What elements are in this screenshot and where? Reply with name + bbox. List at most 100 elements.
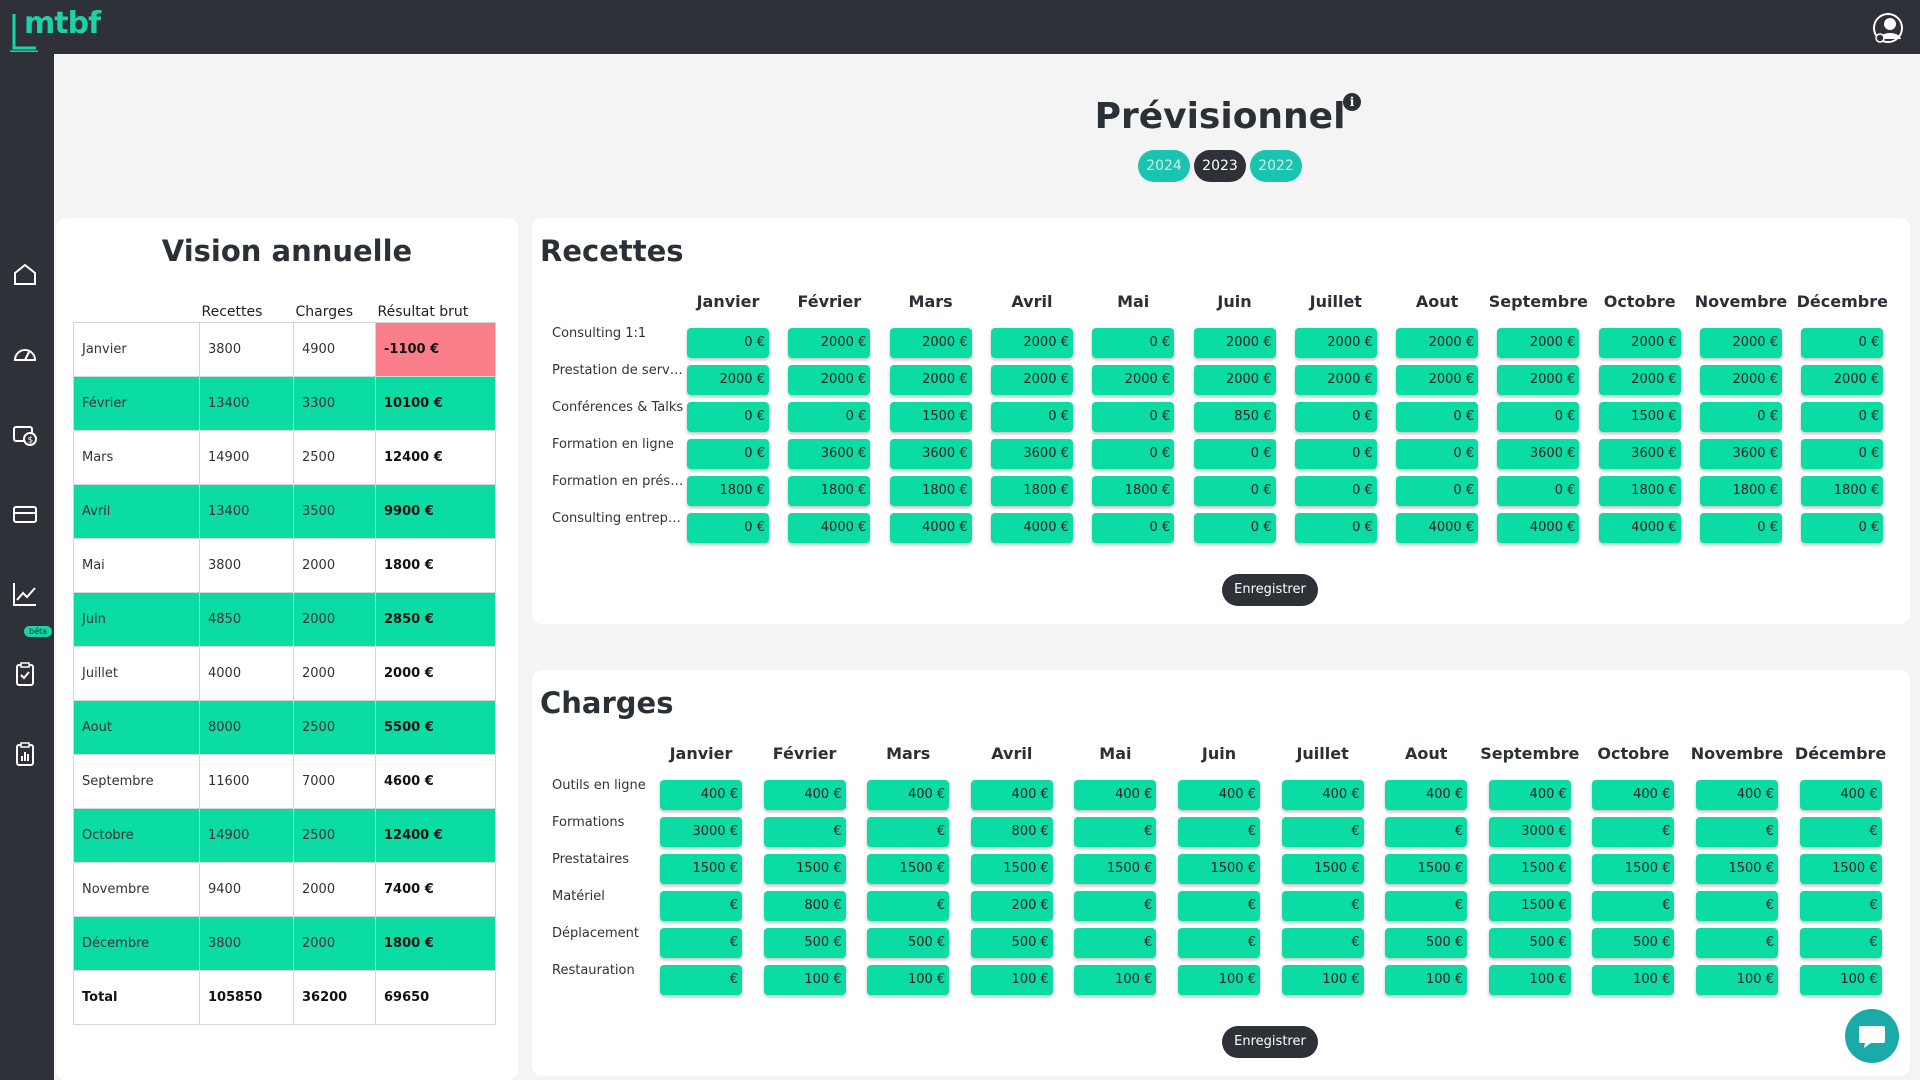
amount-input[interactable]: 3600 €	[788, 439, 871, 469]
amount-input[interactable]: 100 €	[1385, 965, 1468, 995]
amount-input[interactable]: 0 €	[687, 402, 769, 432]
amount-input[interactable]: 0 €	[1801, 402, 1884, 432]
year-tab-2022[interactable]: 2022	[1250, 150, 1302, 182]
amount-input[interactable]: 0 €	[1497, 476, 1580, 506]
amount-input[interactable]: 500 €	[970, 928, 1053, 958]
amount-input[interactable]: €	[1592, 891, 1675, 921]
amount-input[interactable]: 1500 €	[660, 854, 742, 884]
amount-input[interactable]: 2000 €	[1598, 328, 1681, 358]
amount-input[interactable]: 0 €	[687, 513, 769, 543]
amount-input[interactable]: 200 €	[970, 891, 1053, 921]
amount-input[interactable]: 2000 €	[788, 328, 871, 358]
amount-input[interactable]: 1500 €	[867, 854, 950, 884]
amount-input[interactable]: €	[1178, 928, 1260, 958]
amount-input[interactable]: 4000 €	[889, 513, 972, 543]
amount-input[interactable]: 100 €	[1592, 965, 1675, 995]
amount-input[interactable]: 1800 €	[687, 476, 769, 506]
amount-input[interactable]: 100 €	[1178, 965, 1260, 995]
amount-input[interactable]: 400 €	[1281, 780, 1364, 810]
amount-input[interactable]: €	[1799, 928, 1882, 958]
amount-input[interactable]: 2000 €	[1092, 365, 1175, 395]
amount-input[interactable]: 0 €	[990, 402, 1073, 432]
amount-input[interactable]: 2000 €	[990, 328, 1073, 358]
amount-input[interactable]: 1500 €	[1074, 854, 1157, 884]
amount-input[interactable]: 1500 €	[1592, 854, 1675, 884]
amount-input[interactable]: €	[660, 891, 742, 921]
amount-input[interactable]: 2000 €	[687, 365, 769, 395]
amount-input[interactable]: 0 €	[1092, 328, 1175, 358]
amount-input[interactable]: 100 €	[1799, 965, 1882, 995]
amount-input[interactable]: 1500 €	[1488, 891, 1571, 921]
amount-input[interactable]: 0 €	[1700, 513, 1782, 543]
amount-input[interactable]: 400 €	[660, 780, 742, 810]
amount-input[interactable]: 2000 €	[1294, 365, 1377, 395]
dashboard-icon[interactable]	[11, 340, 39, 368]
amount-input[interactable]: 800 €	[970, 817, 1053, 847]
amount-input[interactable]: 2000 €	[1396, 365, 1479, 395]
amount-input[interactable]: 3600 €	[1497, 439, 1580, 469]
amount-input[interactable]: 400 €	[970, 780, 1053, 810]
amount-input[interactable]: 0 €	[1193, 439, 1276, 469]
amount-input[interactable]: €	[1696, 928, 1778, 958]
amount-input[interactable]: €	[1799, 817, 1882, 847]
amount-input[interactable]: €	[867, 817, 950, 847]
amount-input[interactable]: 0 €	[1801, 439, 1884, 469]
amount-input[interactable]: 3600 €	[990, 439, 1073, 469]
amount-input[interactable]: 1800 €	[889, 476, 972, 506]
amount-input[interactable]: 0 €	[1294, 513, 1377, 543]
logo[interactable]: mtbf	[8, 4, 101, 52]
amount-input[interactable]: 850 €	[1193, 402, 1276, 432]
amount-input[interactable]: €	[1385, 891, 1468, 921]
amount-input[interactable]: €	[867, 891, 950, 921]
amount-input[interactable]: 0 €	[1396, 439, 1479, 469]
amount-input[interactable]: 1500 €	[1799, 854, 1882, 884]
amount-input[interactable]: 1800 €	[990, 476, 1073, 506]
amount-input[interactable]: 0 €	[1801, 513, 1884, 543]
chat-bubble-button[interactable]	[1845, 1009, 1899, 1063]
amount-input[interactable]: €	[1074, 891, 1157, 921]
amount-input[interactable]: 400 €	[1178, 780, 1260, 810]
user-profile-icon[interactable]	[1872, 12, 1904, 44]
amount-input[interactable]: 2000 €	[889, 365, 972, 395]
amount-input[interactable]: 400 €	[1488, 780, 1571, 810]
amount-input[interactable]: €	[1178, 891, 1260, 921]
card-icon[interactable]	[11, 500, 39, 528]
amount-input[interactable]: 1500 €	[889, 402, 972, 432]
amount-input[interactable]: 1800 €	[788, 476, 871, 506]
amount-input[interactable]: 0 €	[1092, 402, 1175, 432]
amount-input[interactable]: €	[1281, 891, 1364, 921]
amount-input[interactable]: 2000 €	[1497, 328, 1580, 358]
chart-icon[interactable]	[11, 580, 39, 608]
amount-input[interactable]: 4000 €	[788, 513, 871, 543]
amount-input[interactable]: 2000 €	[1497, 365, 1580, 395]
amount-input[interactable]: 500 €	[867, 928, 950, 958]
amount-input[interactable]: 0 €	[788, 402, 871, 432]
amount-input[interactable]: €	[1074, 928, 1157, 958]
amount-input[interactable]: 500 €	[1592, 928, 1675, 958]
amount-input[interactable]: 0 €	[1396, 402, 1479, 432]
amount-input[interactable]: 0 €	[1497, 402, 1580, 432]
amount-input[interactable]: 1500 €	[1598, 402, 1681, 432]
amount-input[interactable]: 100 €	[970, 965, 1053, 995]
amount-input[interactable]: 1500 €	[763, 854, 846, 884]
amount-input[interactable]: 500 €	[1488, 928, 1571, 958]
amount-input[interactable]: 3600 €	[1598, 439, 1681, 469]
amount-input[interactable]: 2000 €	[889, 328, 972, 358]
amount-input[interactable]: 400 €	[1592, 780, 1675, 810]
amount-input[interactable]: 2000 €	[1801, 365, 1884, 395]
amount-input[interactable]: 2000 €	[788, 365, 871, 395]
amount-input[interactable]: €	[1799, 891, 1882, 921]
amount-input[interactable]: 0 €	[1294, 402, 1377, 432]
amount-input[interactable]: €	[763, 817, 846, 847]
amount-input[interactable]: 400 €	[763, 780, 846, 810]
amount-input[interactable]: 2000 €	[1193, 365, 1276, 395]
amount-input[interactable]: 500 €	[763, 928, 846, 958]
amount-input[interactable]: 0 €	[1092, 513, 1175, 543]
amount-input[interactable]: €	[660, 965, 742, 995]
amount-input[interactable]: 2000 €	[990, 365, 1073, 395]
amount-input[interactable]: €	[1178, 817, 1260, 847]
amount-input[interactable]: 4000 €	[990, 513, 1073, 543]
amount-input[interactable]: 2000 €	[1396, 328, 1479, 358]
money-icon[interactable]: $	[11, 420, 39, 448]
amount-input[interactable]: 1800 €	[1598, 476, 1681, 506]
